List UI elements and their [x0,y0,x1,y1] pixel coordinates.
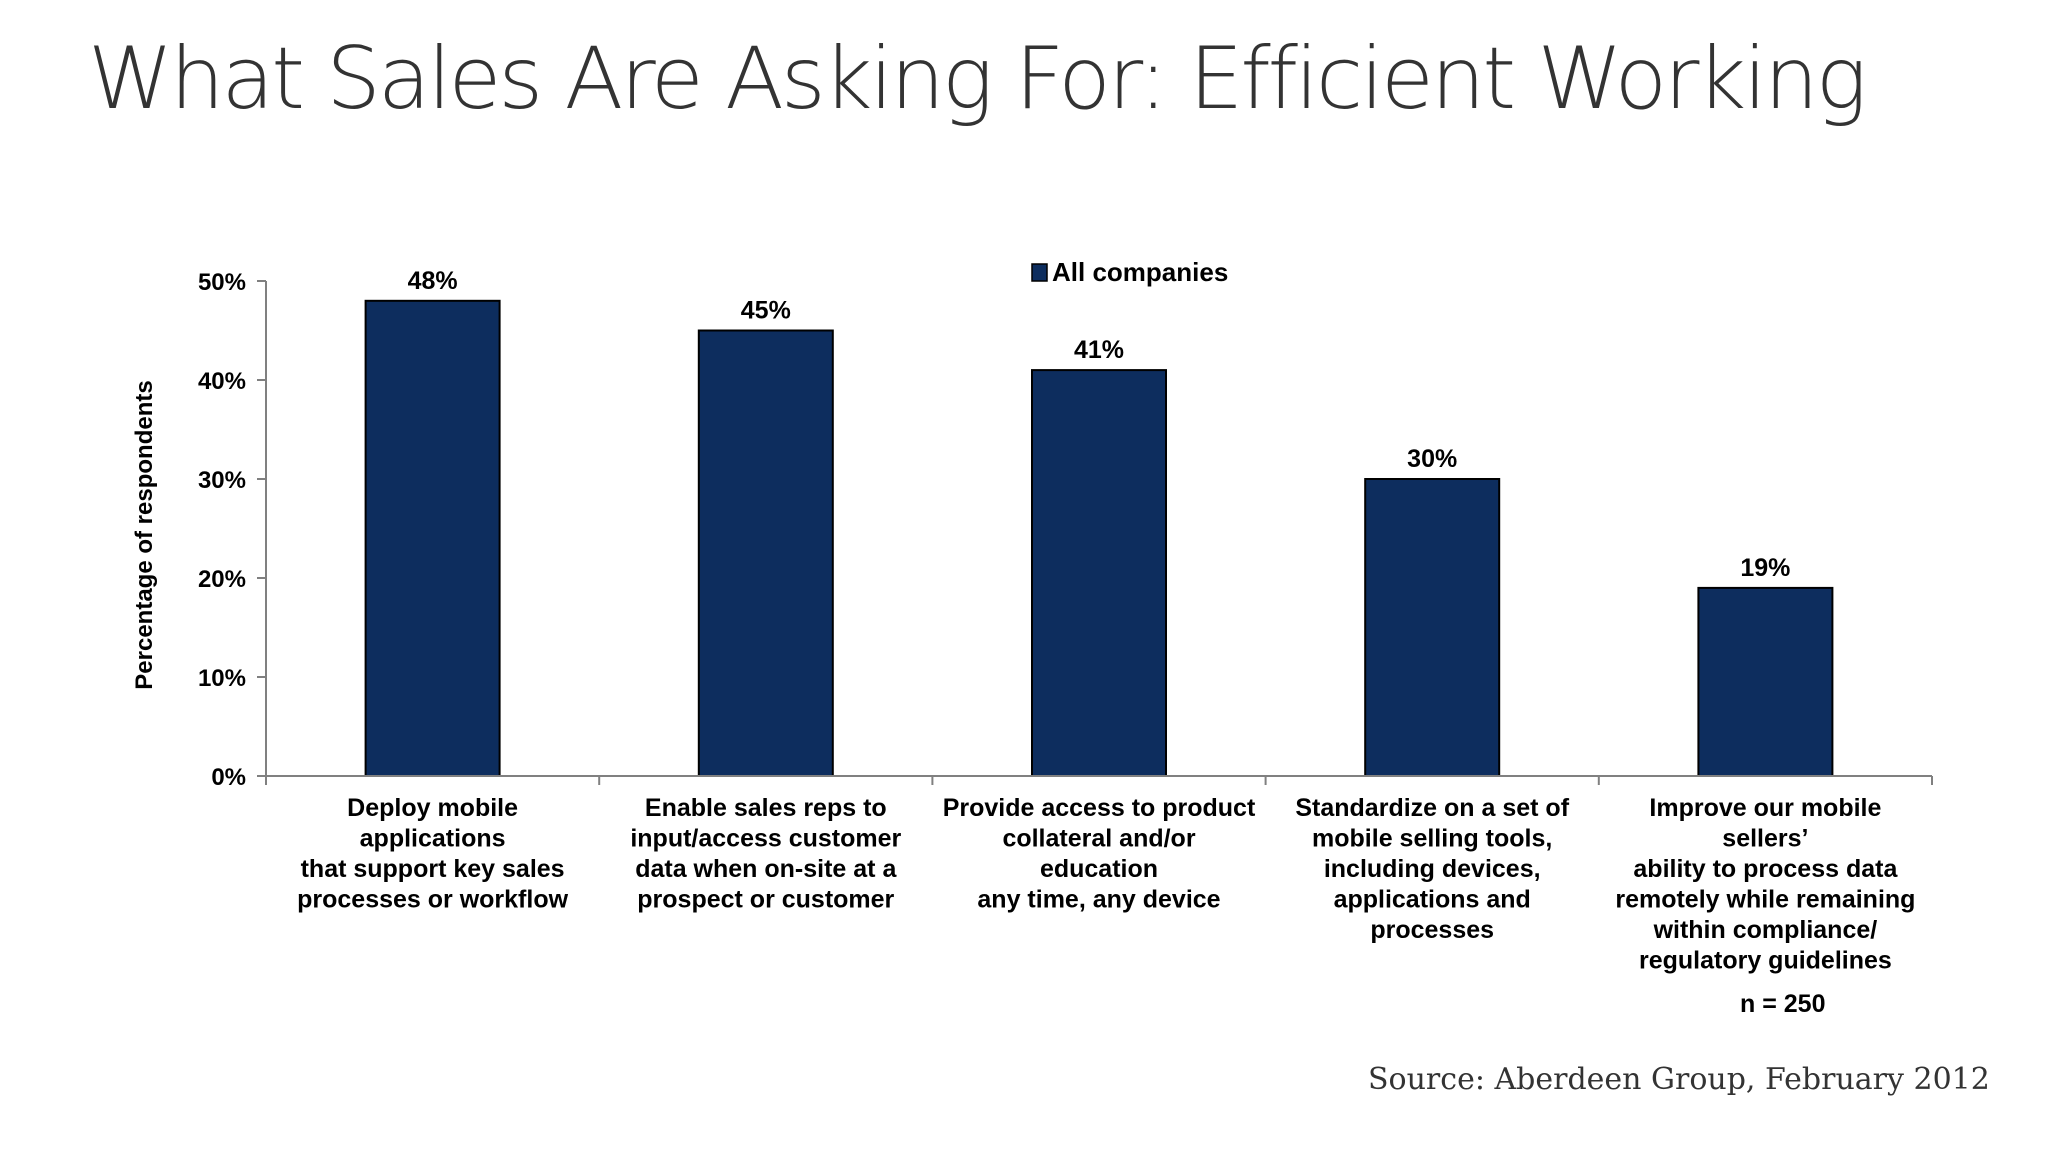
category-label-5-line-4: remotely while remaining [1615,886,1915,914]
category-label-4-line-5: processes [1370,916,1494,944]
category-label-4-line-3: including devices, [1324,855,1541,883]
category-label-2-line-1: Enable sales reps to [645,794,887,822]
y-tick-label-0: 0% [211,764,246,791]
category-label-3-line-4: any time, any device [977,886,1220,914]
sample-size-note: n = 250 [1740,990,1826,1018]
bar-3 [1031,369,1167,777]
category-label-1: Deploy mobile applications that support ke… [297,794,568,914]
category-label-4-line-1: Standardize on a set of [1295,794,1569,822]
category-label-2-line-3: data when on-site at a [635,855,897,883]
bar-5 [1697,586,1834,778]
category-label-5-line-1: Improve our mobile [1649,794,1881,822]
category-label-2-line-2: input/access customer [630,825,901,853]
labels-layer: 48% 45% 41% 30% 19% 0% 10% 20% 30% 40% 50% Deploy m… [198,267,1915,975]
legend-swatch [1031,263,1048,282]
category-label-4: Standardize on a set of mobile selling to… [1295,794,1569,944]
category-label-1-line-1: Deploy mobile [347,794,518,822]
y-tick-label-30: 30% [198,467,246,494]
y-tick-label-20: 20% [198,566,246,593]
bar-4 [1364,478,1501,777]
y-tick-label-10: 10% [198,665,246,692]
category-label-3: Provide access to product collateral and/… [943,794,1256,914]
y-tick-label-40: 40% [198,368,246,395]
category-label-5-line-6: regulatory guidelines [1639,947,1892,975]
value-label-1: 48% [408,267,458,295]
category-label-1-line-4: processes or workflow [297,886,568,914]
axes-layer [257,280,1933,785]
category-label-4-line-4: applications and [1334,886,1531,914]
y-axis-label: Percentage of respondents [131,380,158,689]
category-label-3-line-1: Provide access to product [943,794,1256,822]
legend-label: All companies [1052,257,1228,287]
category-label-2-line-4: prospect or customer [637,886,894,914]
value-label-5: 19% [1740,554,1790,582]
category-label-1-line-2: applications [360,825,506,853]
bars-layer [364,299,1834,778]
source-note: Source: Aberdeen Group, February 2012 [1368,1062,1990,1097]
value-label-3: 41% [1074,336,1124,364]
category-label-5-line-5: within compliance/ [1653,916,1878,944]
category-label-1-line-3: that support key sales [301,855,565,883]
bar-2 [697,329,834,777]
category-label-4-line-2: mobile selling tools, [1312,825,1552,853]
category-label-3-line-3: education [1040,855,1158,883]
category-label-3-line-2: collateral and/or [1002,825,1195,853]
slide-title: What Sales Are Asking For: Efficient Wor… [88,29,1867,129]
value-label-2: 45% [741,297,791,325]
category-label-2: Enable sales reps to input/access custome… [630,794,901,914]
category-label-5-line-3: ability to process data [1633,855,1898,883]
value-label-4: 30% [1407,445,1457,473]
category-label-5-line-2: sellers’ [1722,825,1808,853]
bar-1 [364,299,501,777]
legend: All companies [1031,257,1228,287]
y-tick-label-50: 50% [198,269,246,296]
category-label-5: Improve our mobile sellers’ ability to pro… [1615,794,1915,975]
